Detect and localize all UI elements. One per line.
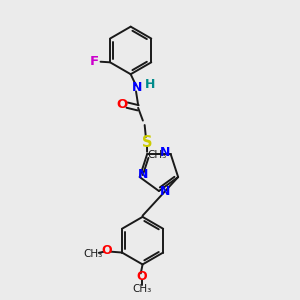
Text: O: O bbox=[116, 98, 128, 111]
Text: CH₃: CH₃ bbox=[147, 150, 166, 160]
Text: CH₃: CH₃ bbox=[83, 249, 103, 259]
Text: N: N bbox=[132, 81, 142, 94]
Text: N: N bbox=[160, 184, 171, 197]
Text: N: N bbox=[160, 146, 170, 160]
Text: O: O bbox=[102, 244, 112, 257]
Text: H: H bbox=[145, 78, 155, 92]
Text: F: F bbox=[90, 55, 99, 68]
Text: S: S bbox=[142, 135, 152, 150]
Text: CH₃: CH₃ bbox=[132, 284, 151, 294]
Text: N: N bbox=[138, 168, 148, 181]
Text: O: O bbox=[136, 270, 147, 284]
